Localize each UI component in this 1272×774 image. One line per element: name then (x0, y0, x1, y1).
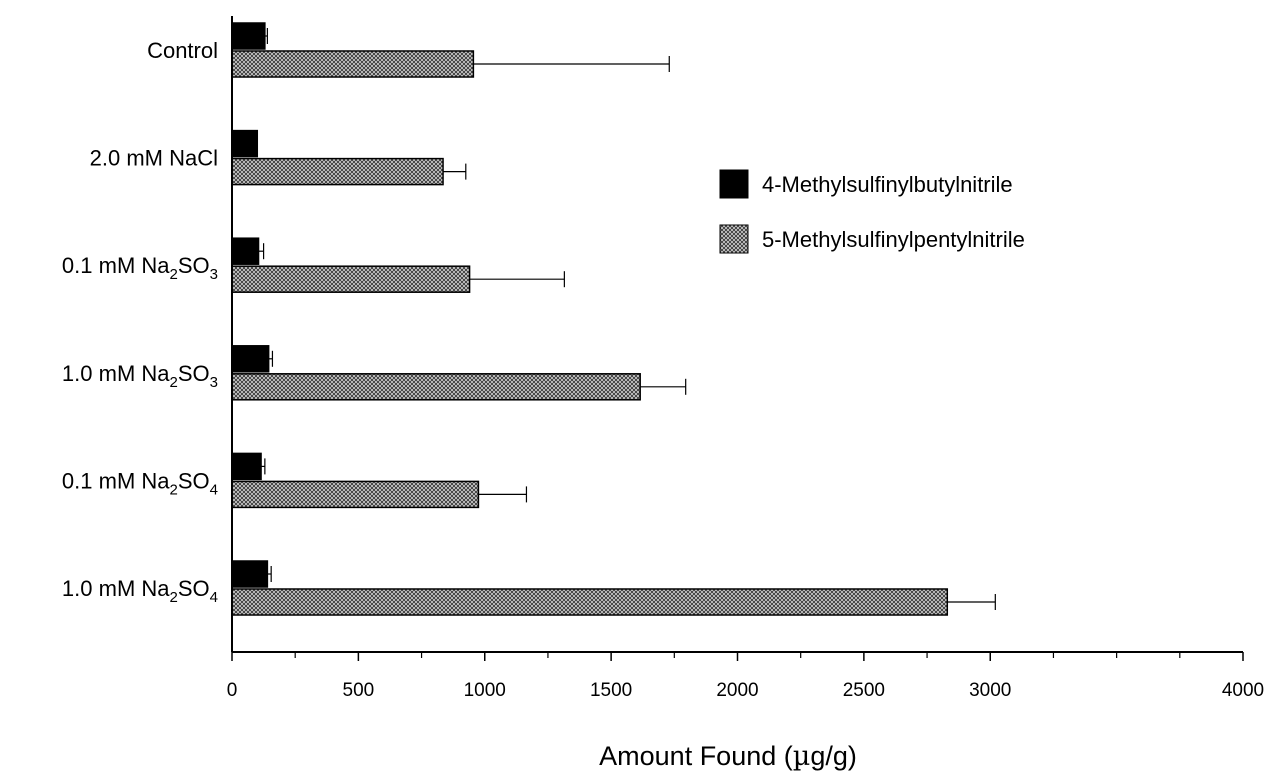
bar-series-1 (231, 560, 269, 588)
bar-series-1 (231, 22, 266, 50)
legend-label-series-2: 5-Methylsulfinylpentylnitrile (762, 227, 1025, 252)
bar-series-2 (231, 480, 480, 509)
x-tick-label: 500 (343, 680, 375, 701)
legend-swatch-series-1 (719, 169, 749, 199)
bar-series-1 (231, 345, 270, 373)
bar-series-2 (231, 588, 949, 616)
bar-series-1 (231, 452, 262, 481)
category-label: 1.0 mM Na2SO3 (62, 361, 218, 391)
legend-label-series-1: 4-Methylsulfinylbutylnitrile (762, 172, 1013, 197)
category-label: 0.1 mM Na2SO4 (62, 468, 218, 498)
x-axis-title-post: g/g) (810, 741, 857, 771)
x-tick-label: 3000 (969, 680, 1011, 701)
x-tick-label: 1000 (464, 680, 506, 701)
axes: 0 500 1000 1500 2000 2500 3000 4000 Control 2.0 m… (62, 16, 1264, 701)
x-tick-label: 2000 (716, 680, 758, 701)
bar-series-2 (231, 265, 471, 293)
category-label: 0.1 mM Na2SO3 (62, 253, 218, 283)
bar-series-1 (231, 237, 260, 265)
plot-area (231, 22, 996, 616)
x-tick-label: 0 (227, 680, 238, 701)
x-axis-title: Amount Found (µg/g) (599, 741, 857, 772)
x-tick-label: 4000 (1222, 680, 1264, 701)
legend-swatch-series-2 (719, 224, 749, 254)
x-axis-title-pre: Amount Found ( (599, 741, 793, 771)
bar-series-2 (231, 50, 475, 78)
category-label: 1.0 mM Na2SO4 (62, 576, 218, 606)
category-label: Control (147, 38, 218, 63)
bar-series-2 (231, 157, 444, 186)
x-tick-label: 2500 (843, 680, 885, 701)
x-axis-title-mu: µ (793, 741, 811, 772)
bar-series-1 (231, 129, 259, 158)
legend: 4-Methylsulfinylbutylnitrile 5-Methylsul… (719, 169, 1025, 254)
category-label: 2.0 mM NaCl (90, 146, 218, 171)
bar-series-2 (231, 373, 641, 401)
x-tick-label: 1500 (590, 680, 632, 701)
